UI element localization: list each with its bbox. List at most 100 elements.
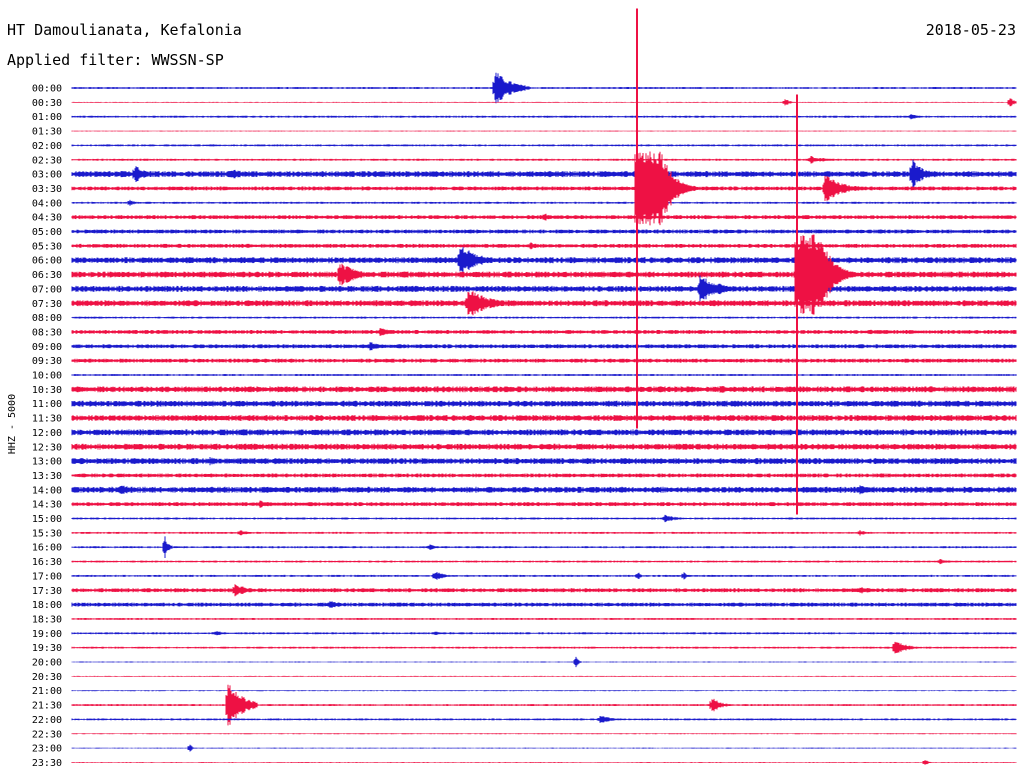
- time-tick-label: 00:00: [32, 84, 62, 95]
- time-tick-label: 19:30: [32, 643, 62, 654]
- trace-line: [71, 559, 1017, 565]
- trace-line: [71, 247, 1017, 274]
- time-tick-label: 12:30: [32, 442, 62, 453]
- time-tick-label: 03:30: [32, 184, 62, 195]
- trace-line: [71, 584, 1017, 597]
- trace-line: [71, 358, 1017, 363]
- time-tick-label: 15:00: [32, 514, 62, 525]
- time-tick-label: 08:30: [32, 327, 62, 338]
- trace-line: [71, 675, 1017, 677]
- time-tick-label: 05:00: [32, 227, 62, 238]
- time-tick-label: 17:00: [32, 571, 62, 582]
- time-tick-label: 02:00: [32, 141, 62, 152]
- time-tick-label: 11:30: [32, 414, 62, 425]
- event-burst: [794, 234, 858, 315]
- trace-line: [71, 400, 1017, 407]
- time-tick-label: 22:00: [32, 715, 62, 726]
- trace-line: [71, 618, 1017, 620]
- station-title: HT Damoulianata, Kefalonia: [7, 21, 242, 39]
- trace-line: [71, 72, 1017, 104]
- time-tick-label: 06:00: [32, 256, 62, 267]
- trace-line: [71, 536, 1017, 558]
- time-tick-label: 18:30: [32, 614, 62, 625]
- trace-line: [71, 291, 1017, 316]
- trace-line: [71, 156, 1017, 164]
- time-tick-label: 10:00: [32, 371, 62, 382]
- time-tick-label: 04:00: [32, 198, 62, 209]
- time-tick-label: 09:00: [32, 342, 62, 353]
- time-tick-label: 11:00: [32, 399, 62, 410]
- time-tick-label: 21:30: [32, 701, 62, 712]
- time-tick-label: 17:30: [32, 586, 62, 597]
- date-label: 2018-05-23: [925, 21, 1016, 39]
- trace-line: [71, 328, 1017, 336]
- trace-line: [71, 114, 1017, 120]
- trace-line: [71, 275, 1017, 303]
- trace-line: [71, 690, 1017, 692]
- time-tick-label: 23:00: [32, 744, 62, 755]
- trace-line: [71, 159, 1017, 189]
- trace-line: [71, 760, 1017, 765]
- time-tick-label: 09:30: [32, 356, 62, 367]
- time-tick-label: 20:30: [32, 672, 62, 683]
- trace-line: [71, 485, 1017, 495]
- time-tick-label: 04:30: [32, 213, 62, 224]
- trace-line: [71, 386, 1017, 393]
- time-tick-label: 10:30: [32, 385, 62, 396]
- time-tick-label: 20:00: [32, 658, 62, 669]
- time-tick-label: 15:30: [32, 528, 62, 539]
- trace-line: [71, 144, 1017, 147]
- trace-line: [71, 716, 1017, 723]
- trace-line: [71, 656, 1017, 668]
- trace-line: [71, 733, 1017, 735]
- trace-line: [71, 473, 1017, 478]
- trace-line: [71, 530, 1017, 536]
- trace-line: [71, 415, 1017, 421]
- time-tick-label: 19:00: [32, 629, 62, 640]
- time-tick-label: 06:30: [32, 270, 62, 281]
- time-tick-label: 07:30: [32, 299, 62, 310]
- channel-label: HHZ - 5000: [7, 394, 18, 454]
- trace-line: [71, 316, 1017, 319]
- time-tick-label: 03:00: [32, 170, 62, 181]
- time-tick-label: 14:00: [32, 485, 62, 496]
- time-tick-label: 02:30: [32, 155, 62, 166]
- time-tick-label: 16:30: [32, 557, 62, 568]
- time-tick-label: 00:30: [32, 98, 62, 109]
- trace-line: [71, 176, 1017, 201]
- time-tick-label: 12:00: [32, 428, 62, 439]
- time-tick-label: 14:30: [32, 500, 62, 511]
- time-tick-label: 01:00: [32, 112, 62, 123]
- trace-line: [71, 744, 1017, 752]
- trace-line: [71, 213, 1017, 221]
- time-tick-label: 01:30: [32, 127, 62, 138]
- trace-line: [71, 130, 1017, 132]
- time-tick-label: 16:00: [32, 543, 62, 554]
- event-burst: [634, 151, 698, 226]
- trace-line: [71, 601, 1017, 608]
- trace-line: [71, 229, 1017, 234]
- trace-line: [71, 342, 1017, 351]
- trace-line: [71, 457, 1017, 466]
- time-tick-label: 08:00: [32, 313, 62, 324]
- time-tick-label: 13:00: [32, 457, 62, 468]
- trace-line: [71, 199, 1017, 206]
- trace-line: [71, 684, 1017, 726]
- trace-line: [71, 500, 1017, 508]
- trace-line: [71, 514, 1017, 523]
- time-tick-label: 07:00: [32, 284, 62, 295]
- trace-line: [71, 641, 1017, 654]
- trace-line: [71, 443, 1017, 450]
- trace-line: [71, 429, 1017, 436]
- trace-line: [71, 631, 1017, 636]
- trace-line: [71, 572, 1017, 580]
- trace-line: [71, 263, 1017, 286]
- time-tick-label: 22:30: [32, 729, 62, 740]
- time-tick-label: 23:30: [32, 758, 62, 769]
- time-tick-label: 18:00: [32, 600, 62, 611]
- time-tick-label: 05:30: [32, 241, 62, 252]
- trace-line: [71, 374, 1017, 376]
- trace-line: [71, 98, 1017, 107]
- time-tick-label: 13:30: [32, 471, 62, 482]
